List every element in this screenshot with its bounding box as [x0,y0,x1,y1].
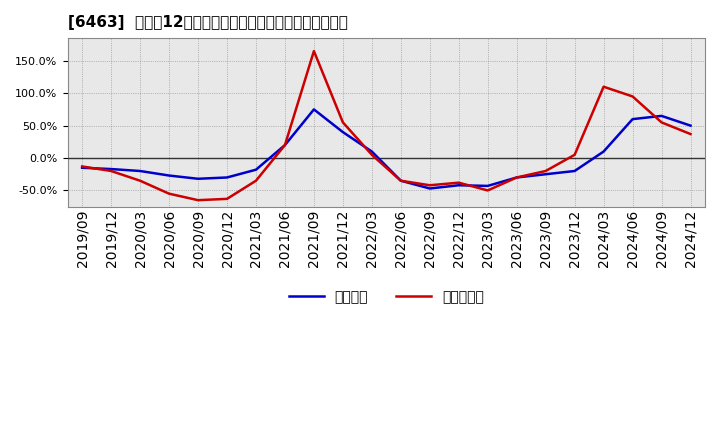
経常利益 [454,183,463,188]
経常利益 [281,143,289,148]
経常利益 [629,117,637,122]
当期純利益 [136,178,145,183]
経常利益 [657,113,666,118]
経常利益 [194,176,202,181]
経常利益 [78,165,86,170]
当期純利益 [599,84,608,89]
経常利益 [483,183,492,189]
経常利益 [252,167,261,172]
経常利益 [513,175,521,180]
Legend: 経常利益, 当期純利益: 経常利益, 当期純利益 [284,284,490,309]
経常利益 [367,149,376,154]
当期純利益 [281,143,289,148]
経常利益 [338,129,347,135]
経常利益 [599,149,608,154]
経常利益 [570,169,579,174]
当期純利益 [107,169,115,174]
経常利益 [397,178,405,183]
当期純利益 [222,196,231,202]
当期純利益 [78,164,86,169]
経常利益 [107,166,115,172]
Line: 当期純利益: 当期純利益 [82,51,690,200]
当期純利益 [513,175,521,180]
当期純利益 [686,132,695,137]
経常利益 [165,173,174,178]
当期純利益 [252,178,261,183]
当期純利益 [629,94,637,99]
経常利益 [541,172,550,177]
当期純利益 [541,169,550,174]
当期純利益 [454,180,463,185]
Text: [6463]  利益の12か月移動合計の対前年同期増減率の推移: [6463] 利益の12か月移動合計の対前年同期増減率の推移 [68,15,348,30]
当期純利益 [397,178,405,183]
Line: 経常利益: 経常利益 [82,110,690,188]
当期純利益 [657,120,666,125]
経常利益 [310,107,318,112]
当期純利益 [367,152,376,158]
当期純利益 [338,120,347,125]
当期純利益 [483,188,492,193]
当期純利益 [194,198,202,203]
経常利益 [136,169,145,174]
当期純利益 [570,152,579,158]
経常利益 [426,186,434,191]
当期純利益 [310,48,318,54]
当期純利益 [165,191,174,196]
当期純利益 [426,183,434,188]
経常利益 [222,175,231,180]
経常利益 [686,123,695,128]
